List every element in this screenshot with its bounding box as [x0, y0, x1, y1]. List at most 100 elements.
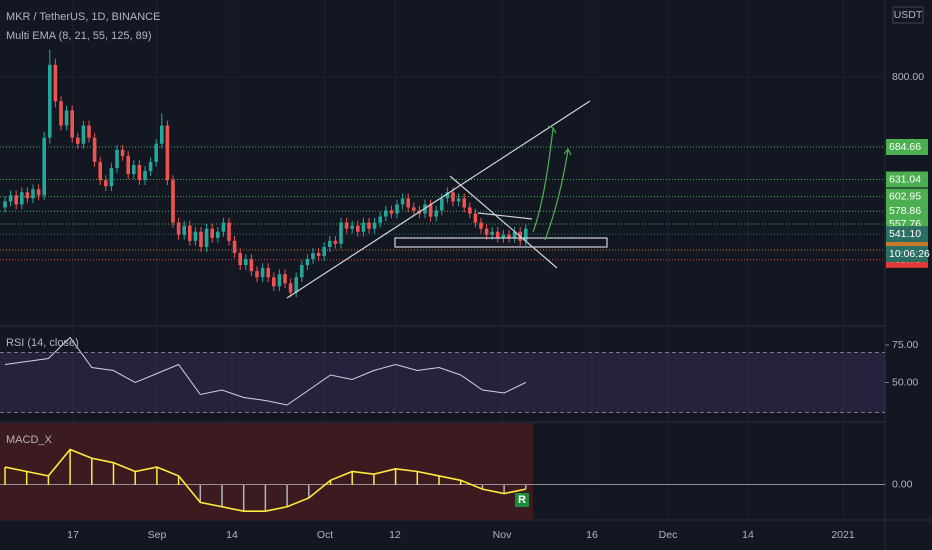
trendline — [449, 175, 558, 269]
level-label-box — [886, 171, 928, 188]
candle-body — [344, 222, 349, 229]
candle-body — [31, 189, 35, 199]
candle-body — [496, 231, 500, 238]
candle-body — [283, 274, 287, 284]
candle-body — [356, 225, 360, 232]
rsi-line — [4, 336, 527, 406]
candle-body — [490, 231, 494, 235]
drawings — [286, 100, 608, 299]
x-tick-label: Oct — [317, 529, 333, 541]
trendline — [477, 212, 533, 220]
candle-body — [328, 240, 332, 247]
countdown-box — [886, 246, 928, 263]
currency-label[interactable]: USDT — [894, 9, 923, 21]
candle-body — [434, 210, 438, 217]
macd-line — [4, 448, 526, 512]
candle-body — [512, 231, 517, 238]
candle-body — [266, 268, 270, 278]
candle-body — [361, 222, 366, 232]
candle-body — [501, 234, 506, 238]
level-label: 684.66 — [889, 141, 921, 153]
candle-body — [188, 225, 192, 241]
candle-body — [64, 110, 69, 126]
candle-body — [311, 252, 315, 260]
candle-body — [406, 198, 410, 208]
candle-body — [221, 222, 226, 232]
candle-body — [288, 283, 293, 293]
candle-body — [182, 225, 186, 235]
level-label: 541.10 — [889, 228, 921, 240]
level-label-box — [886, 138, 928, 155]
level-label: 631.04 — [889, 173, 921, 185]
candle-body — [440, 198, 444, 211]
badge-box — [515, 493, 529, 507]
level-label-box — [886, 226, 928, 243]
level-label: 578.86 — [889, 205, 921, 217]
candle-body — [154, 143, 158, 162]
x-tick-label: 17 — [67, 529, 79, 541]
candle-body — [59, 101, 63, 126]
candle-body — [400, 198, 405, 205]
candle-body — [333, 240, 338, 244]
candle-body — [165, 125, 170, 181]
level-label-box — [886, 203, 928, 220]
candle-body — [227, 222, 231, 241]
level-label-box — [886, 188, 928, 205]
rsi-tick-label: 50.00 — [892, 376, 918, 388]
x-tick-label: 12 — [389, 529, 401, 541]
candle-body — [148, 161, 153, 172]
countdown: 10:06:26 — [889, 248, 930, 260]
candle-body — [524, 228, 528, 241]
candle-body — [109, 168, 114, 187]
candle-body — [484, 228, 489, 235]
candle-body — [171, 180, 175, 223]
candle-body — [120, 149, 125, 156]
candle-body — [48, 64, 52, 138]
candle-body — [473, 213, 478, 223]
candle-body — [412, 207, 416, 211]
rsi-band — [0, 352, 885, 413]
currency-box[interactable] — [892, 6, 924, 24]
candle-body — [238, 252, 242, 266]
arrow-head — [547, 125, 557, 134]
candle-body — [389, 210, 394, 214]
candle-body — [42, 137, 46, 196]
level-label: 602.95 — [889, 190, 921, 202]
candle-body — [462, 198, 466, 208]
candle-body — [277, 274, 282, 287]
candle-body — [210, 228, 214, 238]
candle-body — [193, 231, 198, 241]
candle-body — [137, 164, 142, 181]
y-tick-label: 800.00 — [892, 71, 924, 83]
rsi-title: RSI (14, close) — [6, 337, 79, 349]
x-tick-label: 2021 — [831, 529, 855, 541]
candle-body — [204, 228, 209, 247]
arrow-head — [563, 147, 572, 156]
x-tick-label: Dec — [659, 529, 678, 541]
candle-body — [115, 149, 119, 169]
candle-body — [479, 222, 483, 229]
candle-body — [160, 125, 164, 144]
x-tick-label: Sep — [148, 529, 167, 541]
candle-body — [428, 204, 433, 217]
candle-body — [316, 252, 321, 257]
projection-arrow — [544, 149, 569, 241]
candle-body — [104, 180, 108, 187]
candle-body — [300, 265, 304, 278]
candle-body — [36, 189, 41, 196]
candle-body — [322, 246, 326, 257]
candle-body — [272, 277, 276, 287]
candle-body — [76, 137, 80, 144]
candle-body — [14, 195, 18, 205]
candle-body — [81, 125, 86, 144]
candle-body — [468, 207, 472, 214]
candle-body — [199, 231, 203, 247]
macd-background — [0, 423, 533, 520]
candle-body — [126, 155, 130, 175]
x-tick-label: 16 — [586, 529, 598, 541]
candle-body — [378, 216, 382, 223]
candle-body — [232, 240, 237, 253]
candle-body — [507, 234, 511, 238]
candle-body — [20, 192, 24, 205]
candle-body — [260, 268, 265, 278]
